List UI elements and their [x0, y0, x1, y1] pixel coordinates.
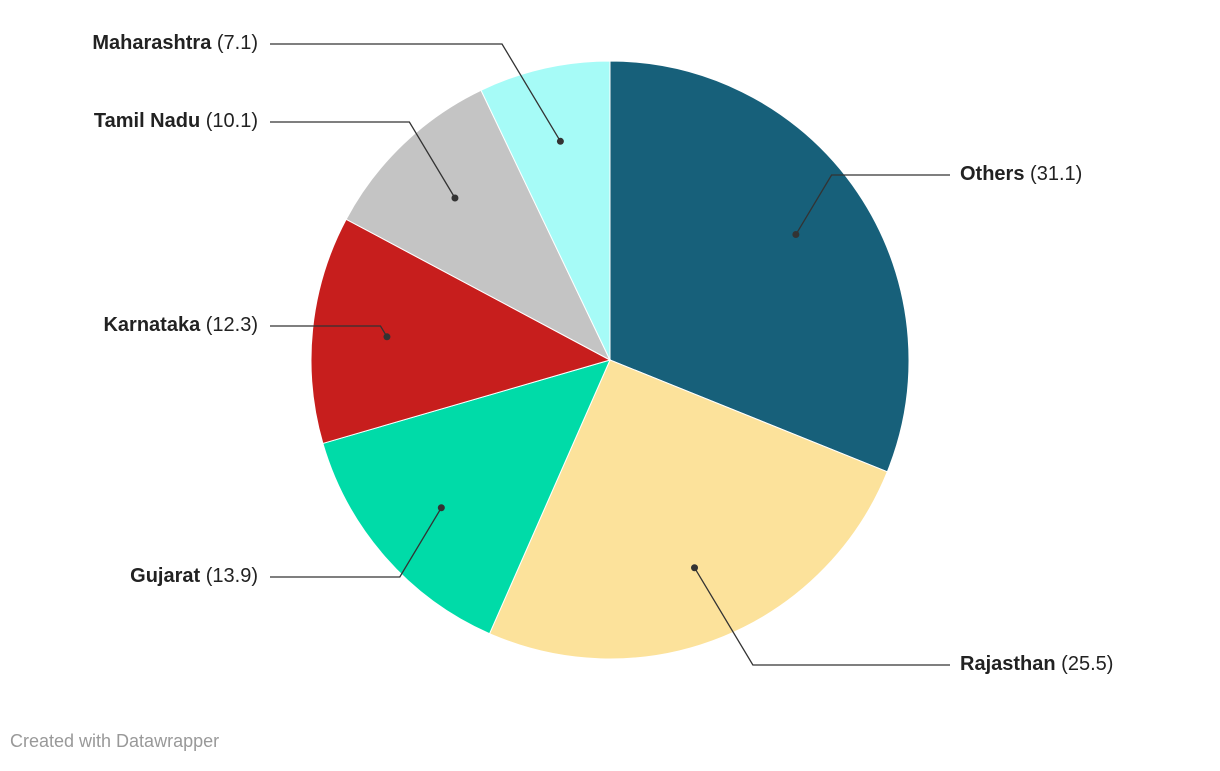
slice-value: (12.3) [206, 314, 258, 336]
leader-line [270, 43, 561, 142]
leader-line [270, 507, 442, 578]
leader-dot [383, 333, 391, 341]
pie-slice [310, 218, 612, 445]
slices [310, 60, 910, 660]
labels: Others (31.1) Rajasthan (25.5) Gujarat (13… [92, 32, 1113, 675]
leader-line [270, 121, 456, 199]
slice-label: Others (31.1) [960, 163, 1082, 185]
slice-label: Tamil Nadu (10.1) [94, 110, 258, 132]
leader-dot [556, 137, 564, 145]
pie-slice [480, 60, 611, 361]
pie-slice [609, 60, 910, 473]
pie-slice [322, 359, 611, 635]
slice-label: Rajasthan (25.5) [960, 653, 1113, 675]
slice-label: Gujarat (13.9) [130, 565, 258, 587]
slice-label: Karnataka (12.3) [103, 314, 258, 336]
leader-dot [691, 564, 699, 572]
slice-name: Rajasthan [960, 653, 1056, 675]
slice-name: Gujarat [130, 565, 200, 587]
leader-dot [451, 194, 459, 202]
slice-name: Tamil Nadu [94, 110, 200, 132]
slice-value: (25.5) [1061, 653, 1113, 675]
slice-name: Others [960, 163, 1024, 185]
credit: Created with Datawrapper [10, 731, 219, 751]
pie-slice [345, 89, 612, 362]
slice-label: Maharashtra (7.1) [92, 32, 258, 54]
slice-name: Maharashtra [92, 32, 212, 54]
slice-value: (13.9) [206, 565, 258, 587]
slice-value: (31.1) [1030, 163, 1082, 185]
leader-line [693, 567, 950, 666]
slice-value: (10.1) [206, 110, 258, 132]
leader-line [795, 174, 950, 235]
pie-slice [488, 359, 888, 660]
leader-line [270, 325, 388, 338]
slice-value: (7.1) [217, 32, 258, 54]
slice-name: Karnataka [103, 314, 201, 336]
leader-dot [792, 231, 800, 239]
leader-dot [437, 504, 445, 512]
